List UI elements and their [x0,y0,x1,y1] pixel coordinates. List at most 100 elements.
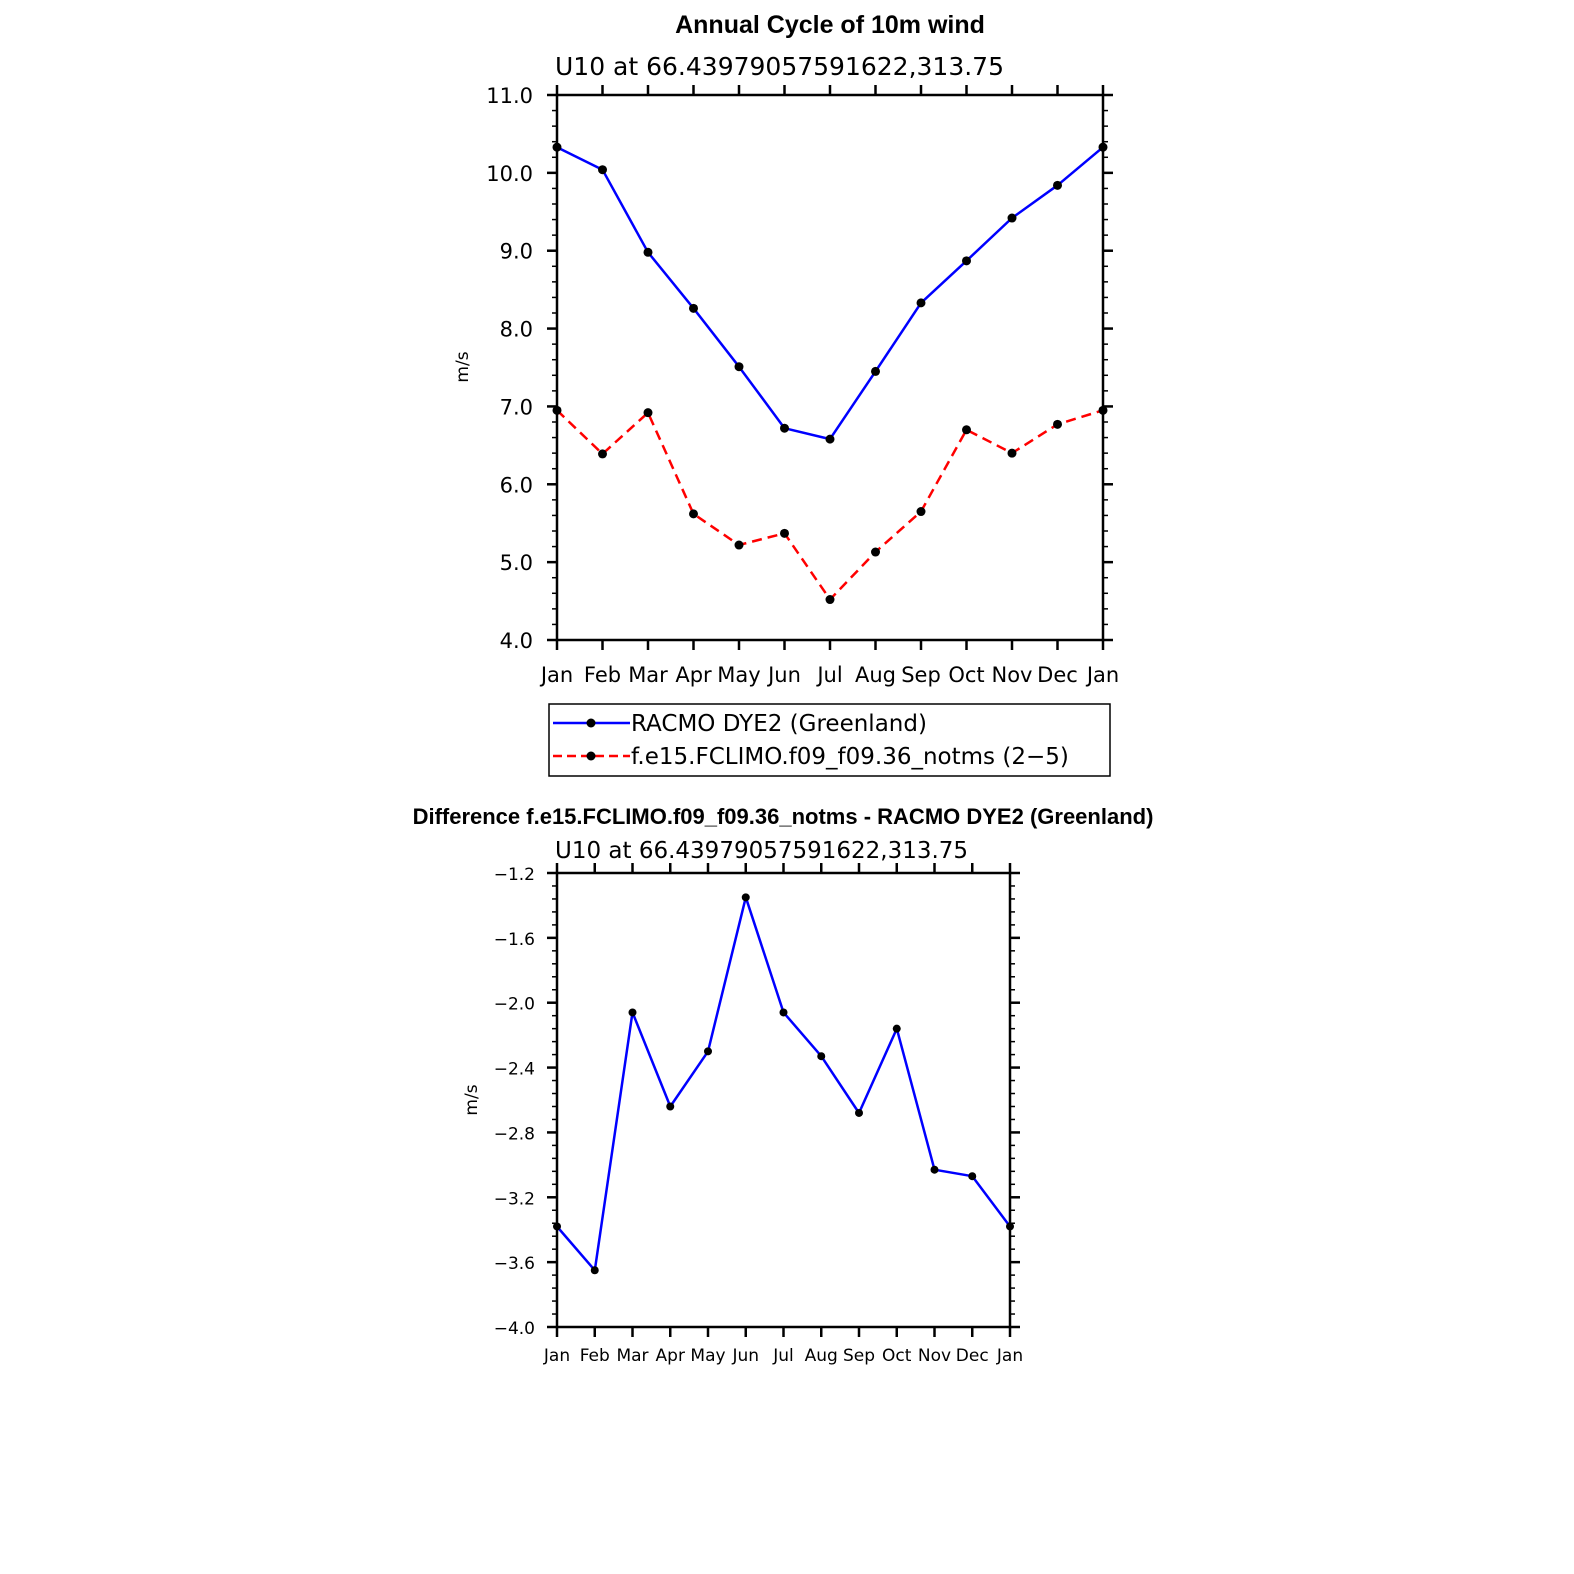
chart2-y-tick-label: −2.0 [494,995,535,1015]
legend-box [548,703,1111,777]
chart2-series-1-point [628,1008,637,1017]
chart1-y-tick-label: 9.0 [500,240,533,264]
chart1-series-1-point [734,362,744,372]
chart1-y-axis-label: m/s [453,351,473,382]
chart2-x-tick-label: Dec [956,1346,989,1366]
chart1-series-2-point [689,509,698,519]
chart2-series-1-point [968,1172,977,1181]
chart2-y-tick-label: −2.8 [494,1124,535,1144]
chart2-x-tick-label: Sep [843,1346,875,1366]
chart1-series-2-point [825,595,835,605]
chart1-y-tick-label: 5.0 [500,551,533,575]
chart1-x-tick-label: Dec [1037,663,1078,687]
chart1-y-tick-label: 6.0 [500,473,533,497]
chart2-x-tick-label: Jun [731,1346,759,1366]
chart2-series-1-point [741,893,750,902]
chart1-subtitle: U10 at 66.43979057591622,313.75 [555,52,1004,81]
chart1-series-1-line [556,146,1104,441]
chart2-y-tick-labels: −4.0 −3.6 −3.2 −2.8 −2.4 −2.0 −1.6 −1.2 [494,865,535,1339]
chart1-series-2-point [871,547,880,557]
chart1-legend: RACMO DYE2 (Greenland) f.e15.FCLIMO.f09_… [548,703,1111,777]
chart1-x-tick-label: May [717,663,760,687]
chart2-x-tick-label: Jan [996,1346,1023,1366]
chart1-series-1-point [598,165,607,175]
chart1-ticks [547,85,1113,650]
chart1-y-tick-label: 8.0 [500,318,533,342]
chart2-series-1-point [590,1266,599,1275]
annual-cycle-chart: Annual Cycle of 10m wind U10 at 66.43979… [453,11,1119,777]
chart2-y-tick-label: −1.6 [494,930,535,950]
chart1-x-tick-label: Jan [1085,663,1119,687]
chart1-y-tick-labels: 4.0 5.0 6.0 7.0 8.0 9.0 10.0 11.0 [486,84,533,653]
chart1-series-1-point [962,256,971,266]
chart2-series-1-line [556,896,1012,1272]
chart2-title: Difference f.e15.FCLIMO.f09_f09.36_notms… [413,804,1154,829]
legend-label-model: f.e15.FCLIMO.f09_f09.36_notms (2−5) [631,744,1069,770]
chart2-x-tick-label: Nov [918,1346,951,1366]
chart2-y-tick-label: −3.6 [494,1254,535,1274]
chart1-series-1-point [643,247,653,257]
chart1-series-2-point [598,449,607,459]
chart1-x-tick-label: Jul [815,663,842,687]
chart2-series-1-point [930,1165,939,1174]
difference-chart: Difference f.e15.FCLIMO.f09_f09.36_notms… [413,804,1154,1366]
chart2-x-tick-label: Mar [616,1346,648,1366]
chart1-series [552,142,1108,605]
chart2-series-1-point [855,1108,863,1117]
chart1-x-tick-label: Apr [675,663,712,687]
legend-entry-model: f.e15.FCLIMO.f09_f09.36_notms (2−5) [553,744,1069,770]
chart2-series-1-point [779,1008,788,1017]
chart1-y-tick-label: 7.0 [500,395,533,419]
chart1-x-tick-label: Nov [992,663,1033,687]
chart2-x-tick-label: Jul [772,1346,794,1366]
chart1-x-tick-label: Jun [766,663,801,687]
chart2-x-tick-label: Oct [882,1346,912,1366]
chart2-series-1-point [704,1047,712,1056]
chart2-x-tick-label: Jan [543,1346,570,1366]
chart1-series-2-point [916,507,926,517]
chart2-x-tick-label: Apr [656,1346,685,1366]
chart2-plot-frame [555,871,1012,1329]
chart1-x-tick-label: Jan [539,663,573,687]
chart1-x-tick-label: Sep [901,663,941,687]
chart1-series-2-point [643,408,653,418]
chart2-series-1-point [817,1052,826,1061]
chart2-subtitle: U10 at 66.43979057591622,313.75 [555,838,968,864]
chart1-x-tick-label: Mar [628,663,668,687]
chart1-x-tick-label: Aug [855,663,896,687]
chart1-series-2-point [962,425,971,435]
chart1-x-tick-label: Oct [948,663,984,687]
chart2-ticks [547,863,1020,1337]
chart2-x-tick-labels: Jan Feb Mar Apr May Jun Jul Aug Sep Oct Nov Dec Jan [543,1346,1023,1366]
chart1-series-2-point [780,528,789,538]
chart2-series [553,893,1014,1275]
chart1-series-2-point [1053,419,1062,429]
chart1-y-tick-label: 10.0 [486,162,533,186]
chart1-series-1-point [689,303,698,313]
chart1-x-tick-labels: Jan Feb Mar Apr May Jun Jul Aug Sep Oct Nov Dec Jan [539,663,1119,687]
chart1-y-tick-label: 4.0 [500,629,533,653]
chart2-y-axis-label: m/s [462,1084,482,1115]
chart1-plot-frame [555,93,1105,642]
chart1-x-tick-label: Feb [584,663,621,687]
chart2-x-tick-label: Feb [580,1346,610,1366]
chart1-series-1-point [780,423,789,433]
chart2-y-tick-label: −1.2 [494,865,535,885]
legend-label-racmo: RACMO DYE2 (Greenland) [631,711,927,737]
chart1-series-1-point [916,298,926,308]
chart2-y-tick-label: −4.0 [494,1319,535,1339]
chart1-y-tick-label: 11.0 [486,84,533,108]
legend-marker-model [586,751,596,761]
legend-marker-racmo [586,718,596,728]
chart1-series-2-point [734,540,744,550]
chart1-series-1-point [1007,213,1017,223]
chart1-title: Annual Cycle of 10m wind [675,11,985,39]
chart2-x-tick-label: May [690,1346,725,1366]
chart1-series-1-point [825,434,835,444]
chart1-series-1-point [871,366,880,376]
chart2-y-tick-label: −3.2 [494,1189,535,1209]
chart2-y-tick-label: −2.4 [494,1060,535,1080]
chart2-series-1-point [892,1024,901,1033]
chart2-x-tick-label: Aug [805,1346,838,1366]
chart1-series-2-point [1007,448,1017,458]
